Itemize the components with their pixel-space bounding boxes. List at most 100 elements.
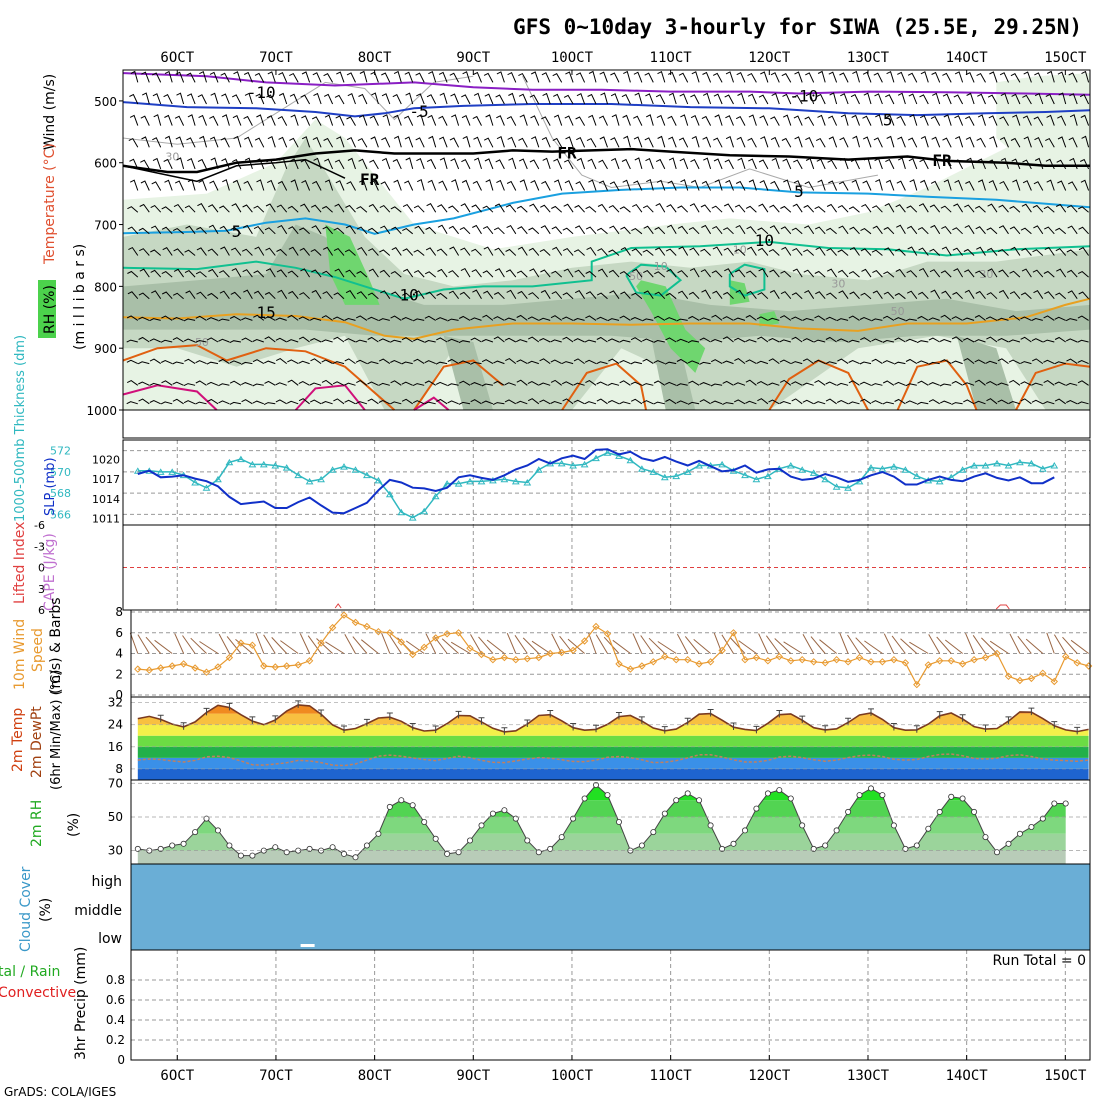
wind-barb bbox=[584, 401, 597, 405]
wind-barb bbox=[301, 136, 311, 148]
wind-barb bbox=[493, 316, 505, 321]
wind-barb bbox=[860, 398, 872, 405]
wind-barb bbox=[1009, 270, 1021, 278]
wind-barb bbox=[655, 94, 666, 105]
wind-barb-10m bbox=[567, 638, 585, 654]
li-tick-2: 0 bbox=[38, 562, 45, 575]
cloud-level-high: high bbox=[91, 874, 122, 890]
wind-barb bbox=[150, 204, 162, 213]
wind-barb bbox=[955, 135, 964, 148]
thickness-tick-3: 566 bbox=[50, 508, 71, 521]
wind-barb bbox=[871, 400, 883, 405]
wind-barb bbox=[172, 361, 184, 365]
wind-barb bbox=[519, 114, 528, 126]
wind-barb bbox=[573, 338, 585, 343]
wind-barb bbox=[538, 382, 551, 386]
wind-barb-10m bbox=[441, 638, 459, 654]
wind-barb bbox=[791, 381, 803, 386]
wind-barb bbox=[712, 246, 723, 256]
wind-barb bbox=[974, 400, 986, 405]
wind-barb bbox=[576, 137, 586, 148]
wind-barb bbox=[825, 398, 837, 405]
wind-barb bbox=[401, 316, 413, 321]
wind-barb-10m bbox=[819, 639, 837, 654]
precip-tick-4: 0 bbox=[117, 1053, 125, 1067]
panel4-ylabels: 10m Wind Speed (m/s) & Barbs bbox=[12, 597, 64, 694]
temp-minmax-bar bbox=[203, 707, 210, 716]
wind-barb bbox=[277, 180, 288, 191]
wind-barb bbox=[942, 93, 952, 105]
wind-barb bbox=[794, 71, 803, 83]
wind-barb bbox=[653, 360, 665, 365]
wind-barb bbox=[874, 158, 883, 170]
wind-barb bbox=[504, 399, 517, 405]
wind-barb bbox=[196, 291, 207, 300]
wind-barb bbox=[1009, 226, 1021, 235]
wind-barb bbox=[137, 361, 150, 365]
wind10m-point bbox=[351, 618, 360, 627]
wind-barb bbox=[483, 246, 494, 256]
wind-barb bbox=[849, 247, 860, 256]
wind-barb bbox=[722, 402, 734, 406]
wind10m-point bbox=[661, 652, 669, 661]
wind-barb bbox=[323, 137, 334, 148]
wind-barb bbox=[187, 114, 196, 126]
wind-barb bbox=[379, 269, 391, 278]
wind-barb bbox=[1034, 157, 1044, 170]
wind-barb bbox=[1009, 291, 1021, 300]
wind-barb bbox=[185, 290, 196, 299]
wind-barb bbox=[1020, 316, 1032, 321]
rh2m-point bbox=[226, 842, 233, 849]
x-tick-top-4: 10OCT bbox=[551, 50, 594, 66]
wind-barb bbox=[530, 71, 540, 83]
wind-barb-10m bbox=[182, 635, 196, 654]
wind-barb bbox=[160, 359, 173, 365]
wind10m-point bbox=[718, 646, 726, 655]
wind-barb bbox=[550, 400, 562, 405]
wind-barb bbox=[677, 205, 689, 213]
thickness-point bbox=[832, 483, 841, 490]
rh2m-point bbox=[214, 827, 221, 834]
precip-axis-label: 3hr Precip (mm) bbox=[73, 947, 89, 1060]
wind-barb bbox=[828, 71, 838, 83]
rh2m-point bbox=[913, 842, 920, 849]
rh2m-point bbox=[581, 795, 588, 802]
wind-barb bbox=[172, 381, 184, 386]
wind-barb bbox=[733, 382, 746, 386]
wind-barb bbox=[1057, 136, 1067, 148]
wind-barb bbox=[298, 360, 310, 365]
wind-barb bbox=[529, 268, 540, 278]
temp-minmax-bar bbox=[226, 702, 233, 711]
temp-minmax-bar bbox=[547, 710, 554, 718]
temp-tick-3: 8 bbox=[115, 762, 123, 776]
wind-barb bbox=[874, 93, 883, 105]
wind10m-point bbox=[328, 623, 337, 632]
wind-barb bbox=[219, 270, 230, 278]
wind-barb bbox=[186, 72, 196, 83]
wind-barb bbox=[828, 136, 838, 148]
x-tick-bottom-6: 12OCT bbox=[748, 1068, 791, 1084]
wind-barb bbox=[748, 158, 757, 170]
wind-barb bbox=[494, 247, 505, 256]
thickness-tick-1: 570 bbox=[50, 466, 71, 479]
wind-barb bbox=[1069, 93, 1078, 105]
wind10m-point bbox=[431, 634, 440, 642]
wind-barb bbox=[551, 205, 563, 213]
wind-barb bbox=[851, 179, 860, 191]
pressure-tick-2: 700 bbox=[94, 219, 117, 233]
wind-barb bbox=[528, 247, 540, 256]
wind-barb bbox=[447, 400, 459, 405]
wind-barb bbox=[149, 399, 161, 405]
wind-barb bbox=[447, 338, 459, 343]
temp-contour-freezing bbox=[122, 147, 1090, 174]
wind-barb bbox=[1079, 158, 1090, 170]
wind-barb bbox=[817, 179, 826, 191]
wind-barb bbox=[450, 93, 460, 105]
wind-barb bbox=[381, 157, 391, 170]
wind-barb bbox=[837, 249, 849, 256]
wind-barb bbox=[138, 316, 150, 321]
thickness-point bbox=[821, 475, 830, 483]
precip-legend-total: tal / Rain bbox=[0, 964, 60, 980]
wind-barb bbox=[701, 224, 712, 235]
wind-barb bbox=[229, 360, 242, 365]
